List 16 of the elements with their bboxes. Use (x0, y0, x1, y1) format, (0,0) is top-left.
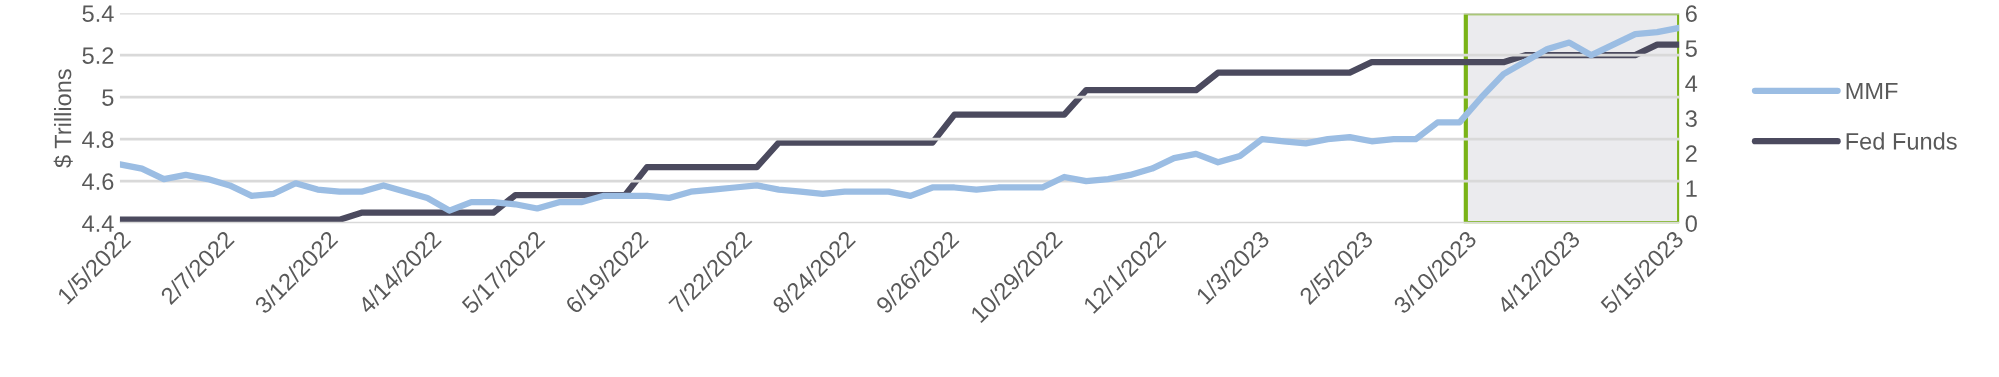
y2-tick-label: 0 (1685, 215, 1697, 232)
y-axis-title: $ Trillions (53, 69, 73, 168)
y-tick-label: 4.6 (82, 173, 114, 190)
y2-tick-label: 3 (1685, 110, 1697, 127)
y-tick-label: 4.8 (82, 131, 114, 148)
legend-label: Fed Funds (1846, 132, 1957, 150)
y-tick-label: 5.2 (82, 47, 114, 64)
legend-label: MMF (1846, 82, 1898, 100)
y-tick-label: 4.4 (82, 215, 114, 232)
y-tick-label: 5.4 (82, 5, 114, 22)
y2-tick-label: 5 (1685, 40, 1697, 57)
y-tick-label: 5 (102, 89, 114, 106)
y2-tick-label: 1 (1686, 180, 1697, 197)
y2-tick-label: 4 (1685, 75, 1698, 92)
y2-tick-label: 6 (1685, 5, 1697, 22)
y2-tick-label: 2 (1685, 145, 1697, 162)
